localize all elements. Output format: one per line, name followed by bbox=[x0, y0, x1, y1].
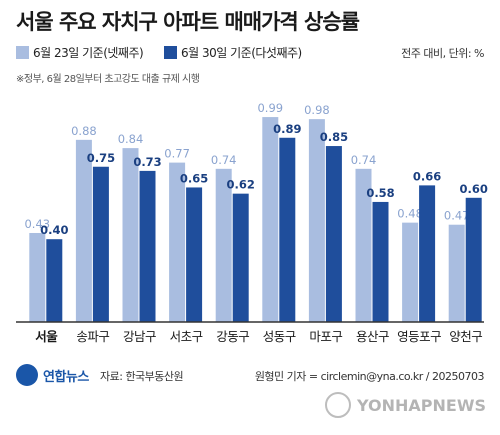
bar-week5-5 bbox=[279, 137, 296, 322]
bar-week5-0 bbox=[46, 239, 63, 322]
value-label-week4-7: 0.74 bbox=[351, 153, 377, 167]
category-label-7: 용산구 bbox=[356, 329, 389, 344]
legend-item-week5: 6월 30일 기준(다섯째주) bbox=[164, 44, 302, 61]
category-label-3: 서초구 bbox=[170, 329, 203, 344]
value-label-week4-3: 0.77 bbox=[164, 147, 190, 161]
bar-week4-9 bbox=[448, 224, 465, 322]
legend: 6월 23일 기준(넷째주) 6월 30일 기준(다섯째주) 전주 대비, 단위… bbox=[16, 44, 484, 64]
value-label-week4-6: 0.98 bbox=[304, 103, 330, 117]
watermark-text: YONHAPNEWS bbox=[357, 395, 486, 415]
bar-week5-4 bbox=[232, 193, 249, 322]
value-label-week5-8: 0.66 bbox=[413, 169, 441, 183]
value-label-week5-5: 0.89 bbox=[273, 122, 301, 136]
value-label-week4-9: 0.47 bbox=[444, 209, 470, 223]
value-label-week5-7: 0.58 bbox=[366, 186, 394, 200]
reporter-credit: 원형민 기자 = circlemin@yna.co.kr / 20250703 bbox=[254, 370, 485, 383]
category-label-0: 서울 bbox=[35, 329, 58, 344]
category-label-2: 강남구 bbox=[123, 329, 156, 344]
yonhap-logo-icon bbox=[16, 364, 38, 386]
bar-week4-1 bbox=[75, 139, 92, 322]
value-label-week5-2: 0.73 bbox=[133, 155, 161, 169]
value-label-week4-0: 0.43 bbox=[24, 217, 50, 231]
value-label-week5-4: 0.62 bbox=[227, 178, 255, 192]
watermark-logo-icon bbox=[325, 392, 351, 418]
chart-title: 서울 주요 자치구 아파트 매매가격 상승률 bbox=[16, 10, 360, 34]
bar-week4-0 bbox=[29, 232, 46, 322]
bar-week4-3 bbox=[169, 162, 186, 322]
legend-label-week4: 6월 23일 기준(넷째주) bbox=[33, 46, 144, 60]
bar-week5-1 bbox=[92, 166, 109, 322]
legend-item-week4: 6월 23일 기준(넷째주) bbox=[16, 44, 144, 61]
value-label-week5-0: 0.40 bbox=[40, 223, 68, 237]
value-label-week4-2: 0.84 bbox=[118, 132, 144, 146]
yonhap-logo: 연합뉴스 bbox=[16, 364, 89, 386]
value-label-week4-4: 0.74 bbox=[211, 153, 237, 167]
policy-note: ※정부, 6월 28일부터 초고강도 대출 규제 시행 bbox=[16, 74, 200, 85]
bar-week4-8 bbox=[402, 222, 419, 322]
bar-week5-3 bbox=[186, 187, 203, 322]
category-label-9: 양천구 bbox=[449, 329, 482, 344]
bar-week5-2 bbox=[139, 170, 156, 322]
bar-week5-8 bbox=[419, 185, 436, 322]
value-label-week5-1: 0.75 bbox=[87, 151, 115, 165]
bar-week5-6 bbox=[325, 146, 342, 322]
value-label-week4-5: 0.99 bbox=[257, 101, 283, 115]
legend-swatch-week5 bbox=[164, 46, 177, 59]
value-label-week5-3: 0.65 bbox=[180, 171, 208, 185]
category-label-6: 마포구 bbox=[309, 329, 342, 344]
bar-chart: 0.430.40 서울 0.88 0.75 송파구 0.84 0.73 강남구 0.77 0.65… bbox=[16, 101, 488, 344]
bar-week4-5 bbox=[262, 117, 279, 322]
bar-week4-2 bbox=[122, 148, 139, 322]
category-label-8: 영등포구 bbox=[397, 329, 441, 344]
legend-swatch-week4 bbox=[16, 46, 29, 59]
value-label-week5-6: 0.85 bbox=[320, 130, 348, 144]
value-label-week4-8: 0.48 bbox=[397, 207, 423, 221]
legend-label-week5: 6월 30일 기준(다섯째주) bbox=[181, 46, 302, 60]
bar-week4-4 bbox=[215, 168, 232, 322]
bar-week4-6 bbox=[308, 119, 325, 322]
watermark: YONHAPNEWS bbox=[325, 392, 486, 418]
bar-week4-7 bbox=[355, 168, 372, 322]
unit-label: 전주 대비, 단위: % bbox=[401, 47, 484, 60]
category-label-5: 성동구 bbox=[263, 329, 296, 344]
category-label-1: 송파구 bbox=[76, 329, 109, 344]
data-source: 자료: 한국부동산원 bbox=[100, 370, 184, 383]
value-label-week4-1: 0.88 bbox=[71, 124, 97, 138]
value-label-week5-9: 0.60 bbox=[460, 182, 488, 196]
bar-week5-9 bbox=[465, 197, 482, 322]
yonhap-logo-text: 연합뉴스 bbox=[43, 369, 89, 385]
category-label-4: 강동구 bbox=[216, 329, 249, 344]
bar-week5-7 bbox=[372, 201, 389, 322]
